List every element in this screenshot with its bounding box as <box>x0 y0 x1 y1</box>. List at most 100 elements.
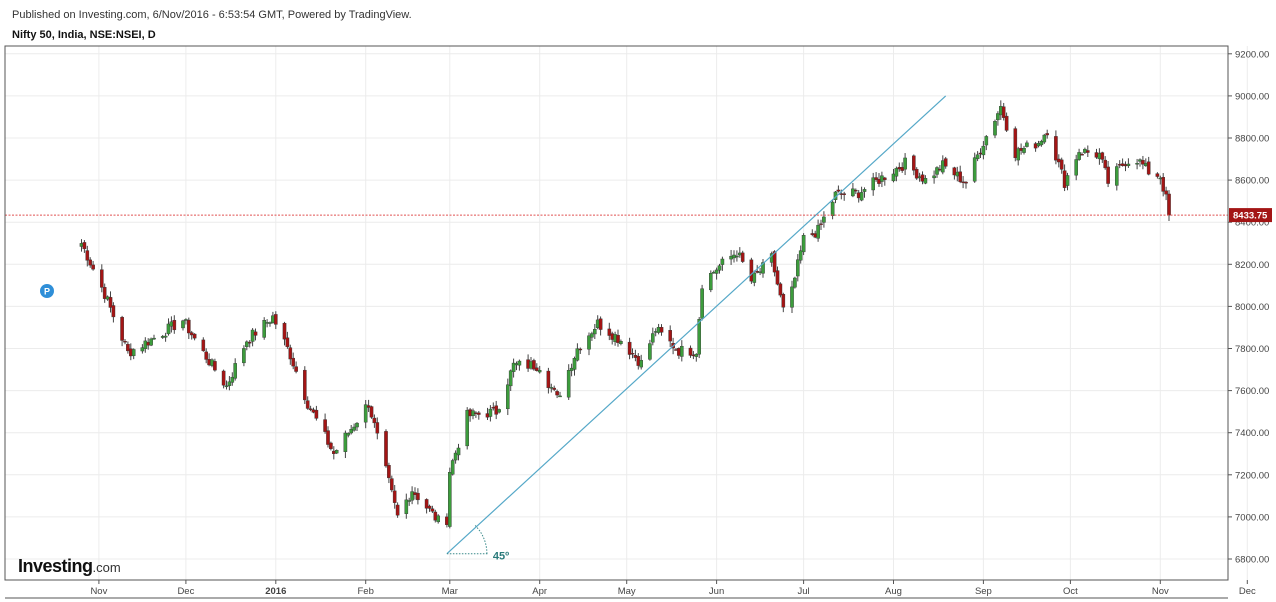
candle-body <box>648 343 652 360</box>
symbol-title[interactable]: Nifty 50, India, NSE:NSEI, D <box>12 29 156 41</box>
candle-down <box>253 328 258 341</box>
event-marker-label: P <box>44 287 50 297</box>
candle-body <box>244 341 249 347</box>
x-tick-label: Jun <box>709 586 724 597</box>
candle-body <box>566 370 571 398</box>
candle-up <box>1042 133 1047 144</box>
x-tick-label: Jul <box>798 586 810 597</box>
candle-body <box>859 192 864 201</box>
candle-body <box>1004 115 1009 131</box>
candle-body <box>851 188 855 197</box>
candle-body <box>1085 150 1090 153</box>
candle-up <box>407 497 412 506</box>
candle-down <box>314 405 319 421</box>
candle-body <box>1045 133 1049 136</box>
candle-up <box>1039 139 1044 147</box>
candle-body <box>694 354 699 357</box>
candle-body <box>943 158 948 167</box>
candle-body <box>372 417 377 424</box>
candle-body <box>778 283 783 296</box>
price-axis[interactable]: 6800.00 7000.00 7200.00 7400.00 7600.00 7800.… <box>1228 49 1272 566</box>
candle-body <box>274 314 278 325</box>
candle-body <box>1074 159 1078 176</box>
candle-down <box>552 385 556 392</box>
candle-down <box>390 475 394 493</box>
candle-down <box>627 337 632 360</box>
candle-up <box>346 432 351 438</box>
candle-body <box>416 492 420 501</box>
candle-up <box>1074 154 1078 181</box>
candle-body <box>1146 161 1151 175</box>
candle-up <box>242 345 246 367</box>
candle-body <box>163 335 168 338</box>
candle-body <box>407 500 412 502</box>
candle-body <box>532 360 536 370</box>
candle-up <box>830 199 835 220</box>
candle-body <box>242 348 246 364</box>
last-price-tag <box>1229 208 1272 223</box>
candle-down <box>274 311 278 330</box>
candle-up <box>349 425 354 435</box>
candle-body <box>102 287 107 299</box>
event-marker: P <box>40 284 54 298</box>
candle-body <box>448 472 452 527</box>
candle-up <box>334 449 339 455</box>
candle-up <box>822 211 826 228</box>
candle-body <box>958 171 962 182</box>
candle-up <box>590 331 594 341</box>
candle-up <box>619 339 623 346</box>
candle-down <box>288 344 293 365</box>
candle-up <box>511 358 516 378</box>
candle-up <box>816 219 820 242</box>
candle-body <box>511 362 516 372</box>
y-tick-label: 8000.00 <box>1235 302 1269 313</box>
candle-body <box>697 318 701 355</box>
candle-body <box>1077 152 1081 160</box>
candle-up <box>1114 163 1119 191</box>
candle-down <box>1059 157 1064 174</box>
candle-up <box>735 250 739 262</box>
candle-down <box>781 292 786 313</box>
candle-body <box>326 430 330 445</box>
candle-down <box>323 413 327 434</box>
candle-up <box>436 514 441 524</box>
candle-body <box>830 201 835 216</box>
candle-body <box>552 387 556 390</box>
candle-up <box>790 280 794 313</box>
candle-down <box>387 462 391 484</box>
candle-body <box>224 385 229 388</box>
candle-body <box>1065 175 1070 186</box>
candle-body <box>546 370 551 388</box>
candle-up <box>1065 172 1070 191</box>
candle-body <box>305 400 310 409</box>
candle-body <box>627 341 632 355</box>
candle-body <box>308 408 313 411</box>
candle-body <box>996 113 1000 121</box>
angle-label: 45º <box>493 551 509 563</box>
candle-body <box>384 431 388 467</box>
x-tick-label: Nov <box>1152 586 1169 597</box>
candle-up <box>720 256 725 271</box>
candle-down <box>914 167 919 180</box>
candle-body <box>607 328 612 336</box>
candle-body <box>1135 163 1139 165</box>
candle-down <box>1146 156 1151 176</box>
candle-body <box>993 121 997 136</box>
candle-down <box>221 369 226 389</box>
candle-body <box>186 319 191 334</box>
candle-body <box>822 216 826 223</box>
candle-body <box>375 422 380 434</box>
y-tick-label: 9000.00 <box>1235 91 1269 102</box>
candle-up <box>801 233 806 256</box>
candle-up <box>752 270 757 287</box>
candle-down <box>326 426 330 448</box>
candle-up <box>680 340 684 362</box>
candle-body <box>819 223 823 225</box>
candle-body <box>262 319 267 338</box>
time-axis[interactable]: Nov Dec 2016 Feb Mar Apr May Jun Jul Aug Sep Oct Nov… <box>90 580 1276 597</box>
x-tick-label: Oct <box>1063 586 1078 597</box>
grid-lines <box>5 46 1248 580</box>
candle-up <box>798 245 803 264</box>
candle-body <box>508 370 513 387</box>
